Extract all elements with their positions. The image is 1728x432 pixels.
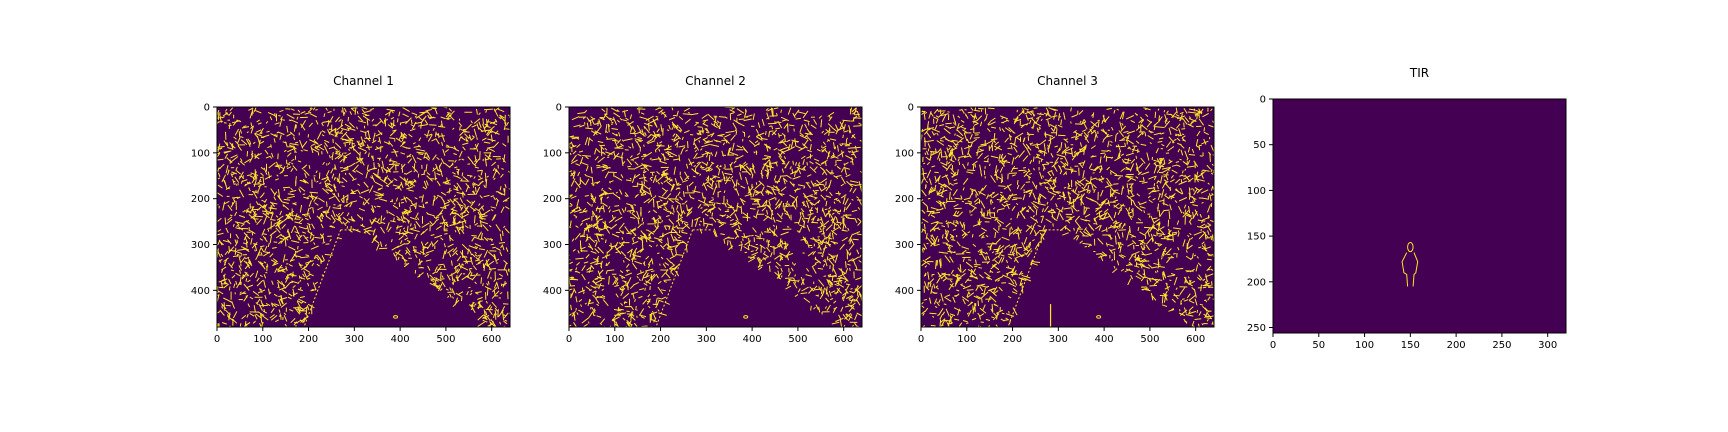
y-tick-label: 300 (543, 240, 562, 251)
x-tick-label: 600 (482, 334, 501, 345)
x-tick-label: 200 (651, 334, 670, 345)
x-tick-label: 300 (697, 334, 716, 345)
x-tick-label: 200 (1003, 334, 1022, 345)
panel-title: Channel 2 (685, 74, 746, 88)
small-mark (743, 315, 749, 319)
y-tick-label: 100 (1247, 186, 1266, 197)
x-tick-label: 300 (1049, 334, 1068, 345)
y-tick-label: 0 (204, 103, 210, 114)
axes-frame (568, 106, 863, 328)
panel-3: Channel 3 0 100 200 300 400 500 600 0 100 200 300 40… (895, 74, 1215, 345)
edge-image (921, 107, 1214, 327)
x-tick-label: 400 (743, 334, 762, 345)
x-tick-label: 0 (214, 334, 220, 345)
x-tick-label: 600 (834, 334, 853, 345)
x-tick-label: 500 (436, 334, 455, 345)
y-tick-label: 400 (895, 286, 914, 297)
panel-1: Channel 1 0 100 200 300 400 500 600 0 100 200 300 40… (191, 74, 511, 345)
y-tick-label: 50 (1253, 140, 1266, 151)
x-tick-label: 600 (1186, 334, 1205, 345)
y-tick-label: 200 (543, 194, 562, 205)
edge-texture (569, 107, 862, 327)
x-tick-label: 200 (1447, 340, 1466, 351)
x-tick-label: 100 (1355, 340, 1374, 351)
edge-image (569, 107, 862, 327)
axes-frame (1272, 98, 1567, 334)
y-tick-label: 400 (191, 286, 210, 297)
y-tick-label: 100 (895, 148, 914, 159)
x-tick-label: 300 (1538, 340, 1557, 351)
y-tick-label: 150 (1247, 232, 1266, 243)
road-left-edge (1007, 229, 1046, 327)
small-mark (1096, 315, 1102, 319)
y-tick-label: 100 (191, 148, 210, 159)
axes-frame (920, 106, 1215, 328)
person-outline-right (1412, 252, 1419, 287)
x-tick-label: 400 (1095, 334, 1114, 345)
x-tick-label: 150 (1401, 340, 1420, 351)
x-tick-label: 0 (918, 334, 924, 345)
y-tick-label: 300 (191, 240, 210, 251)
x-tick-label: 250 (1492, 340, 1511, 351)
x-tick-label: 300 (345, 334, 364, 345)
y-tick-label: 200 (895, 194, 914, 205)
y-tick-label: 300 (895, 240, 914, 251)
x-tick-label: 500 (1140, 334, 1159, 345)
edge-texture (921, 107, 1214, 327)
x-tick-label: 400 (391, 334, 410, 345)
edge-texture (217, 107, 510, 327)
x-tick-label: 0 (566, 334, 572, 345)
person-head (1407, 242, 1414, 253)
x-tick-label: 50 (1312, 340, 1325, 351)
edge-image (217, 107, 510, 327)
panel-2: Channel 2 0 100 200 300 400 500 600 0 100 200 300 40… (543, 74, 863, 345)
road-left-edge (303, 229, 342, 327)
person-outline-left (1401, 252, 1409, 287)
panel-title: Channel 1 (333, 74, 394, 88)
x-tick-label: 0 (1270, 340, 1276, 351)
y-tick-label: 0 (908, 103, 914, 114)
edge-image (1401, 242, 1419, 287)
y-tick-label: 0 (1260, 95, 1266, 106)
road-left-edge (655, 229, 694, 327)
y-tick-label: 250 (1247, 323, 1266, 334)
axes-frame (216, 106, 511, 328)
x-tick-label: 500 (788, 334, 807, 345)
panel-title: TIR (1409, 66, 1429, 80)
x-tick-label: 200 (299, 334, 318, 345)
image-background (1273, 99, 1566, 333)
y-tick-label: 400 (543, 286, 562, 297)
y-tick-label: 100 (543, 148, 562, 159)
y-tick-label: 200 (191, 194, 210, 205)
panel-4: TIR 0 50 100 150 200 250 300 0 50 100 150 200 250 (1247, 66, 1567, 351)
x-tick-label: 100 (253, 334, 272, 345)
x-tick-label: 100 (957, 334, 976, 345)
small-mark (393, 315, 399, 319)
panel-title: Channel 3 (1037, 74, 1098, 88)
y-tick-label: 0 (556, 103, 562, 114)
y-tick-label: 200 (1247, 277, 1266, 288)
x-tick-label: 100 (605, 334, 624, 345)
